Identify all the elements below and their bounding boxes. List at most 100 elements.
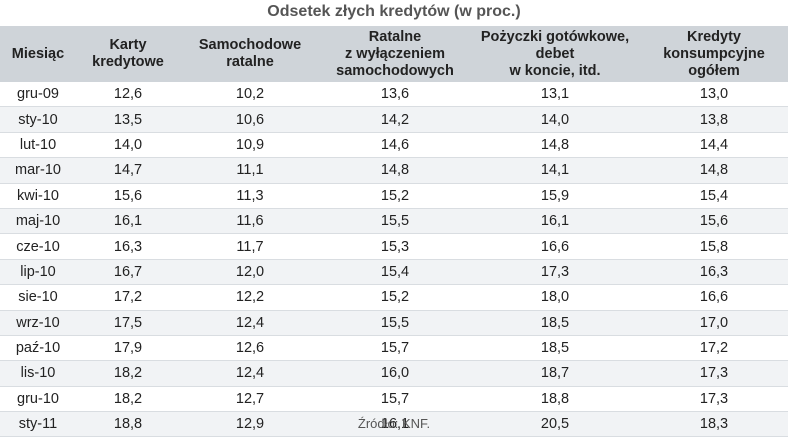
month-cell: mar-10 bbox=[0, 157, 76, 184]
value-cell: 17,3 bbox=[640, 360, 788, 387]
month-cell: wrz-10 bbox=[0, 310, 76, 336]
value-cell: 18,7 bbox=[470, 360, 640, 387]
month-cell: lut-10 bbox=[0, 132, 76, 159]
table-row: maj-10 16,1 11,6 15,5 16,1 15,6 bbox=[0, 208, 788, 235]
value-cell: 12,4 bbox=[180, 310, 320, 336]
value-cell: 12,9 bbox=[180, 411, 320, 438]
column-header: Karty kredytowe bbox=[76, 26, 180, 82]
value-cell: 17,3 bbox=[470, 259, 640, 286]
value-cell: 12,6 bbox=[76, 82, 180, 108]
value-cell: 17,2 bbox=[640, 335, 788, 362]
value-cell: 12,7 bbox=[180, 386, 320, 413]
month-cell: sty-11 bbox=[0, 411, 76, 438]
column-header: Samochodowe ratalne bbox=[180, 26, 320, 82]
table-row: gru-09 12,6 10,2 13,6 13,1 13,0 bbox=[0, 82, 788, 108]
value-cell: 14,0 bbox=[76, 132, 180, 159]
table-row: mar-10 14,7 11,1 14,8 14,1 14,8 bbox=[0, 157, 788, 184]
value-cell: 11,6 bbox=[180, 208, 320, 235]
value-cell: 10,6 bbox=[180, 106, 320, 133]
value-cell: 18,2 bbox=[76, 360, 180, 387]
month-cell: paź-10 bbox=[0, 335, 76, 362]
value-cell: 12,6 bbox=[180, 335, 320, 362]
value-cell: 14,4 bbox=[640, 132, 788, 159]
value-cell: 16,6 bbox=[640, 284, 788, 311]
value-cell: 17,0 bbox=[640, 310, 788, 336]
value-cell: 15,5 bbox=[320, 208, 470, 235]
month-cell: maj-10 bbox=[0, 208, 76, 235]
value-cell: 10,2 bbox=[180, 82, 320, 108]
value-cell: 16,7 bbox=[76, 259, 180, 286]
table-title: Odsetek złych kredytów (w proc.) bbox=[267, 3, 521, 20]
month-cell: kwi-10 bbox=[0, 183, 76, 209]
value-cell: 16,1 bbox=[470, 208, 640, 235]
value-cell: 14,8 bbox=[320, 157, 470, 184]
value-cell: 15,7 bbox=[320, 386, 470, 413]
value-cell: 15,6 bbox=[76, 183, 180, 209]
table-row: sty-11 18,8 12,9 16,1 20,5 18,3 bbox=[0, 411, 788, 438]
table-row: cze-10 16,3 11,7 15,3 16,6 15,8 bbox=[0, 233, 788, 260]
month-cell: sty-10 bbox=[0, 106, 76, 133]
value-cell: 17,2 bbox=[76, 284, 180, 311]
table-row: lut-10 14,0 10,9 14,6 14,8 14,4 bbox=[0, 132, 788, 159]
value-cell: 11,7 bbox=[180, 233, 320, 260]
value-cell: 16,3 bbox=[640, 259, 788, 286]
value-cell: 13,5 bbox=[76, 106, 180, 133]
value-cell: 15,4 bbox=[320, 259, 470, 286]
table-row: paź-10 17,9 12,6 15,7 18,5 17,2 bbox=[0, 335, 788, 362]
value-cell: 16,0 bbox=[320, 360, 470, 387]
value-cell: 15,4 bbox=[640, 183, 788, 209]
value-cell: 13,6 bbox=[320, 82, 470, 108]
value-cell: 12,0 bbox=[180, 259, 320, 286]
source-note: Źródło: KNF. bbox=[357, 416, 431, 431]
value-cell: 15,3 bbox=[320, 233, 470, 260]
value-cell: 17,3 bbox=[640, 386, 788, 413]
value-cell: 12,4 bbox=[180, 360, 320, 387]
value-cell: 18,5 bbox=[470, 310, 640, 336]
value-cell: 16,1 bbox=[320, 411, 470, 438]
value-cell: 13,8 bbox=[640, 106, 788, 133]
value-cell: 15,6 bbox=[640, 208, 788, 235]
value-cell: 17,5 bbox=[76, 310, 180, 336]
value-cell: 14,6 bbox=[320, 132, 470, 159]
value-cell: 14,8 bbox=[470, 132, 640, 159]
value-cell: 10,9 bbox=[180, 132, 320, 159]
value-cell: 18,3 bbox=[640, 411, 788, 438]
table-row: wrz-10 17,5 12,4 15,5 18,5 17,0 bbox=[0, 310, 788, 336]
value-cell: 18,0 bbox=[470, 284, 640, 311]
table-body: gru-09 12,6 10,2 13,6 13,1 13,0 sty-10 13,5 10,6… bbox=[0, 82, 788, 438]
value-cell: 16,3 bbox=[76, 233, 180, 260]
value-cell: 15,8 bbox=[640, 233, 788, 260]
value-cell: 20,5 bbox=[470, 411, 640, 438]
table-row: lis-10 18,2 12,4 16,0 18,7 17,3 bbox=[0, 360, 788, 387]
value-cell: 14,7 bbox=[76, 157, 180, 184]
month-cell: lis-10 bbox=[0, 360, 76, 387]
value-cell: 18,2 bbox=[76, 386, 180, 413]
value-cell: 15,2 bbox=[320, 183, 470, 209]
value-cell: 14,8 bbox=[640, 157, 788, 184]
value-cell: 14,2 bbox=[320, 106, 470, 133]
value-cell: 13,0 bbox=[640, 82, 788, 108]
table-row: lip-10 16,7 12,0 15,4 17,3 16,3 bbox=[0, 259, 788, 286]
value-cell: 15,9 bbox=[470, 183, 640, 209]
value-cell: 13,1 bbox=[470, 82, 640, 108]
month-cell: cze-10 bbox=[0, 233, 76, 260]
value-cell: 15,2 bbox=[320, 284, 470, 311]
value-cell: 14,1 bbox=[470, 157, 640, 184]
value-cell: 18,8 bbox=[470, 386, 640, 413]
value-cell: 16,6 bbox=[470, 233, 640, 260]
value-cell: 17,9 bbox=[76, 335, 180, 362]
value-cell: 12,2 bbox=[180, 284, 320, 311]
value-cell: 14,0 bbox=[470, 106, 640, 133]
column-header: Miesiąc bbox=[0, 26, 76, 82]
month-cell: sie-10 bbox=[0, 284, 76, 311]
column-header: Kredyty konsumpcyjne ogółem bbox=[640, 26, 788, 82]
column-header: Pożyczki gotówkowe, debet w koncie, itd. bbox=[470, 26, 640, 82]
table-row: gru-10 18,2 12,7 15,7 18,8 17,3 bbox=[0, 386, 788, 413]
value-cell: 18,5 bbox=[470, 335, 640, 362]
value-cell: 11,3 bbox=[180, 183, 320, 209]
value-cell: 15,5 bbox=[320, 310, 470, 336]
table-row: sty-10 13,5 10,6 14,2 14,0 13,8 bbox=[0, 106, 788, 133]
month-cell: lip-10 bbox=[0, 259, 76, 286]
table-row: kwi-10 15,6 11,3 15,2 15,9 15,4 bbox=[0, 183, 788, 209]
